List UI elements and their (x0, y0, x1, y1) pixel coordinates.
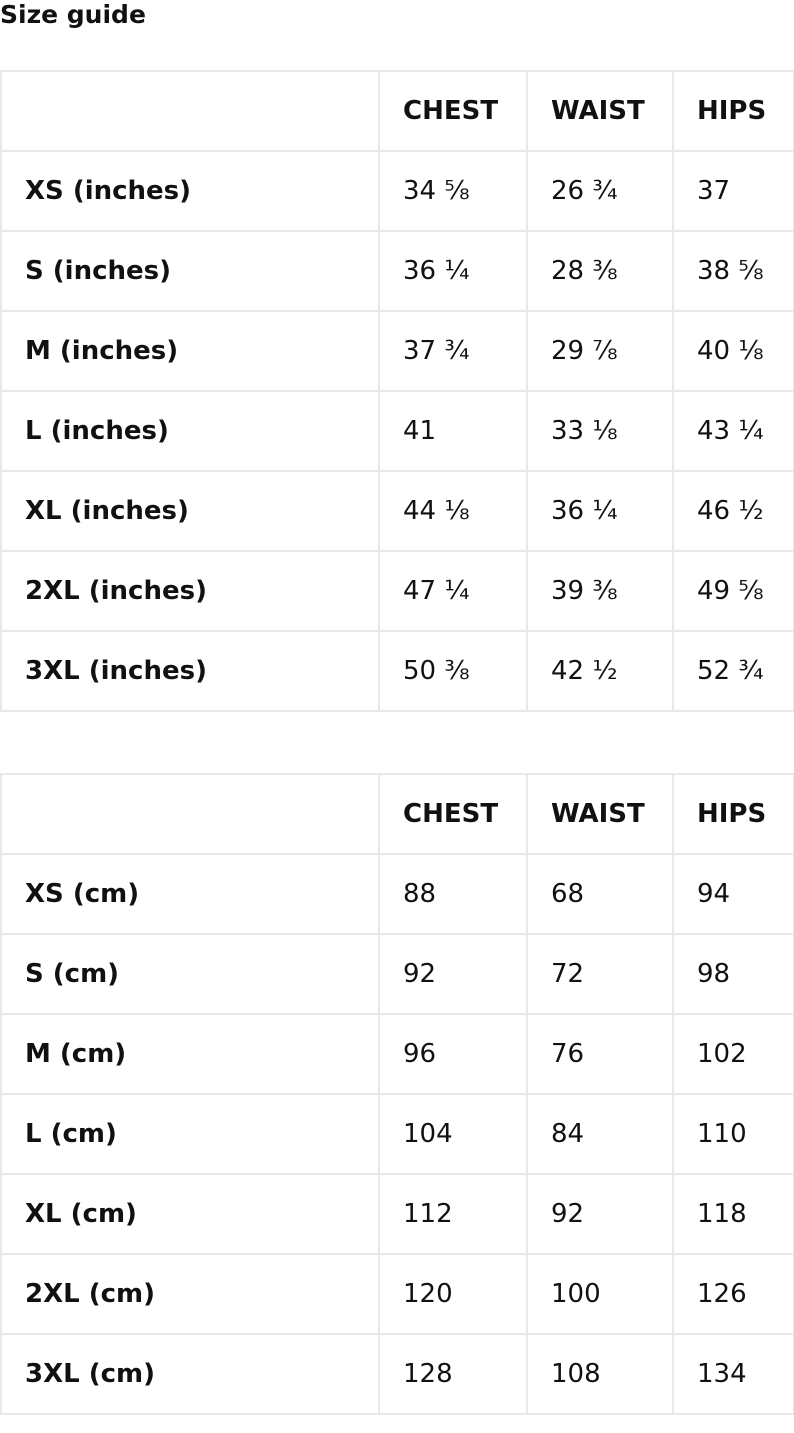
hips-value: 118 (672, 1173, 794, 1255)
table-row: 2XL (inches) 47 ¼ 39 ⅜ 49 ⅝ (0, 550, 794, 632)
hips-value: 102 (672, 1013, 794, 1095)
chest-value: 37 ¾ (378, 310, 528, 392)
hips-value: 46 ½ (672, 470, 794, 552)
waist-value: 72 (526, 933, 674, 1015)
size-label: L (cm) (0, 1093, 380, 1175)
chest-value: 36 ¼ (378, 230, 528, 312)
waist-value: 33 ⅛ (526, 390, 674, 472)
chest-value: 96 (378, 1013, 528, 1095)
chest-value: 92 (378, 933, 528, 1015)
hips-value: 38 ⅝ (672, 230, 794, 312)
corner-cell (0, 70, 380, 152)
chest-value: 47 ¼ (378, 550, 528, 632)
hips-value: 94 (672, 853, 794, 935)
table-row: S (cm) 92 72 98 (0, 933, 794, 1015)
chest-value: 104 (378, 1093, 528, 1175)
header-row: CHEST WAIST HIPS (0, 773, 794, 855)
waist-value: 42 ½ (526, 630, 674, 712)
chest-value: 88 (378, 853, 528, 935)
hips-value: 126 (672, 1253, 794, 1335)
waist-value: 29 ⅞ (526, 310, 674, 392)
chest-value: 41 (378, 390, 528, 472)
hips-value: 110 (672, 1093, 794, 1175)
table-row: XL (cm) 112 92 118 (0, 1173, 794, 1255)
size-table-cm: CHEST WAIST HIPS XS (cm) 88 68 94 S (cm) 92 72 98 M… (0, 773, 794, 1415)
waist-header: WAIST (526, 773, 674, 855)
hips-value: 52 ¾ (672, 630, 794, 712)
waist-value: 68 (526, 853, 674, 935)
size-label: 3XL (inches) (0, 630, 380, 712)
table-row: 2XL (cm) 120 100 126 (0, 1253, 794, 1335)
waist-value: 92 (526, 1173, 674, 1255)
table-row: XL (inches) 44 ⅛ 36 ¼ 46 ½ (0, 470, 794, 552)
size-label: XL (cm) (0, 1173, 380, 1255)
size-label: S (inches) (0, 230, 380, 312)
hips-value: 98 (672, 933, 794, 1015)
table-row: L (cm) 104 84 110 (0, 1093, 794, 1175)
waist-value: 39 ⅜ (526, 550, 674, 632)
table-row: 3XL (cm) 128 108 134 (0, 1333, 794, 1415)
size-label: M (cm) (0, 1013, 380, 1095)
chest-value: 50 ⅜ (378, 630, 528, 712)
table-row: XS (cm) 88 68 94 (0, 853, 794, 935)
chest-header: CHEST (378, 773, 528, 855)
chest-header: CHEST (378, 70, 528, 152)
size-label: 2XL (inches) (0, 550, 380, 632)
size-label: M (inches) (0, 310, 380, 392)
waist-value: 36 ¼ (526, 470, 674, 552)
header-row: CHEST WAIST HIPS (0, 70, 794, 152)
chest-value: 120 (378, 1253, 528, 1335)
waist-value: 84 (526, 1093, 674, 1175)
waist-value: 100 (526, 1253, 674, 1335)
table-row: XS (inches) 34 ⅝ 26 ¾ 37 (0, 150, 794, 232)
hips-value: 49 ⅝ (672, 550, 794, 632)
waist-header: WAIST (526, 70, 674, 152)
size-label: S (cm) (0, 933, 380, 1015)
hips-value: 134 (672, 1333, 794, 1415)
chest-value: 112 (378, 1173, 528, 1255)
size-label: 2XL (cm) (0, 1253, 380, 1335)
waist-value: 26 ¾ (526, 150, 674, 232)
size-label: XS (inches) (0, 150, 380, 232)
size-label: 3XL (cm) (0, 1333, 380, 1415)
table-row: M (inches) 37 ¾ 29 ⅞ 40 ⅛ (0, 310, 794, 392)
page-title: Size guide (0, 0, 146, 29)
hips-value: 37 (672, 150, 794, 232)
chest-value: 44 ⅛ (378, 470, 528, 552)
waist-value: 28 ⅜ (526, 230, 674, 312)
size-table-inches: CHEST WAIST HIPS XS (inches) 34 ⅝ 26 ¾ 37 S (in… (0, 70, 794, 712)
waist-value: 108 (526, 1333, 674, 1415)
chest-value: 128 (378, 1333, 528, 1415)
table-row: S (inches) 36 ¼ 28 ⅜ 38 ⅝ (0, 230, 794, 312)
waist-value: 76 (526, 1013, 674, 1095)
size-label: L (inches) (0, 390, 380, 472)
hips-value: 40 ⅛ (672, 310, 794, 392)
hips-value: 43 ¼ (672, 390, 794, 472)
chest-value: 34 ⅝ (378, 150, 528, 232)
size-label: XL (inches) (0, 470, 380, 552)
table-row: M (cm) 96 76 102 (0, 1013, 794, 1095)
hips-header: HIPS (672, 70, 794, 152)
table-row: L (inches) 41 33 ⅛ 43 ¼ (0, 390, 794, 472)
size-label: XS (cm) (0, 853, 380, 935)
table-row: 3XL (inches) 50 ⅜ 42 ½ 52 ¾ (0, 630, 794, 712)
corner-cell (0, 773, 380, 855)
hips-header: HIPS (672, 773, 794, 855)
